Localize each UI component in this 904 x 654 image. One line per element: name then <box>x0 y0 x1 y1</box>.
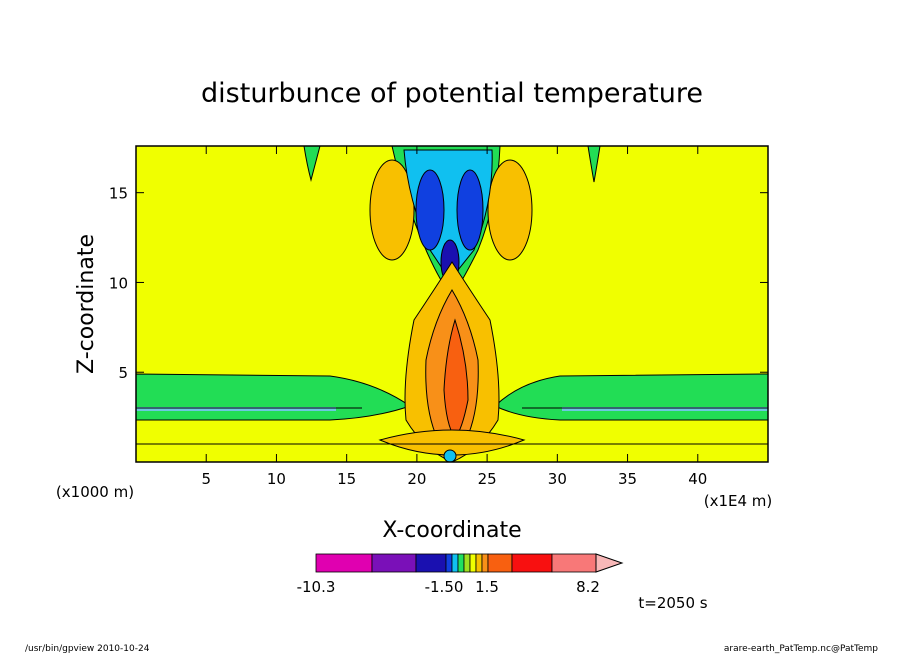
colorbar-swatch <box>451 553 459 573</box>
colorbar-swatch <box>481 553 489 573</box>
x-tick-label: 25 <box>478 470 497 488</box>
y-tick-label: 15 <box>109 185 128 203</box>
colorbar-swatch <box>371 553 417 573</box>
contour-lobe-ur <box>487 159 533 261</box>
time-label: t=2050 s <box>638 594 707 612</box>
x-tick-label: 10 <box>267 470 286 488</box>
colorbar-swatch <box>487 553 513 573</box>
x-tick-label: 40 <box>688 470 707 488</box>
colorbar-swatch <box>415 553 447 573</box>
plot-frame <box>135 145 769 463</box>
colorbar-swatch <box>457 553 465 573</box>
x-tick-label: 35 <box>618 470 637 488</box>
colorbar-swatch <box>475 553 483 573</box>
colorbar-label: 8.2 <box>576 578 600 596</box>
colorbar-swatch <box>469 553 477 573</box>
x-unit-label: (x1E4 m) <box>704 492 773 510</box>
plot-area <box>136 146 768 462</box>
colorbar-label: -10.3 <box>297 578 336 596</box>
y-axis: 5 10 15 <box>109 185 768 382</box>
colorbar-labels: -10.3 -1.50 1.5 8.2 <box>297 578 600 596</box>
y-tick-label: 10 <box>109 274 128 292</box>
contour-spike-left <box>303 146 321 182</box>
contour-warm-base <box>378 429 526 456</box>
colorbar-swatch <box>445 553 453 573</box>
x-tick-label: 30 <box>548 470 567 488</box>
y-tick-label: 5 <box>118 364 128 382</box>
contour-thin-left <box>136 407 336 411</box>
chart-title: disturbunce of potential temperature <box>201 78 703 109</box>
contour-cold-blue-left <box>415 169 445 251</box>
x-tick-label: 15 <box>337 470 356 488</box>
x-tick-label: 20 <box>407 470 426 488</box>
colorbar-swatch <box>315 553 373 573</box>
colorbar-swatch <box>463 553 471 573</box>
colorbar-label: 1.5 <box>475 578 499 596</box>
x-axis-title: X-coordinate <box>382 518 521 543</box>
colorbar-swatch <box>551 553 597 573</box>
footer-right: arare-earth_PatTemp.nc@PatTemp <box>724 644 878 654</box>
x-tick-label: 5 <box>201 470 211 488</box>
contour-thin-right <box>562 407 768 411</box>
colorbar-arrow <box>595 553 624 573</box>
z-unit-label: (x1000 m) <box>56 483 134 501</box>
colorbar-swatch <box>511 553 553 573</box>
y-axis-title: Z-coordinate <box>74 234 99 374</box>
contour-surface-cold <box>443 449 457 462</box>
x-axis: 5 10 15 20 25 30 35 40 <box>201 146 707 488</box>
colorbar-label: -1.50 <box>425 578 464 596</box>
footer-left: /usr/bin/gpview 2010-10-24 <box>25 644 150 654</box>
contour-lobe-ul <box>369 159 415 261</box>
contour-spike-right <box>587 146 601 183</box>
contour-cold-blue-right <box>456 169 484 251</box>
colorbar <box>315 553 624 573</box>
